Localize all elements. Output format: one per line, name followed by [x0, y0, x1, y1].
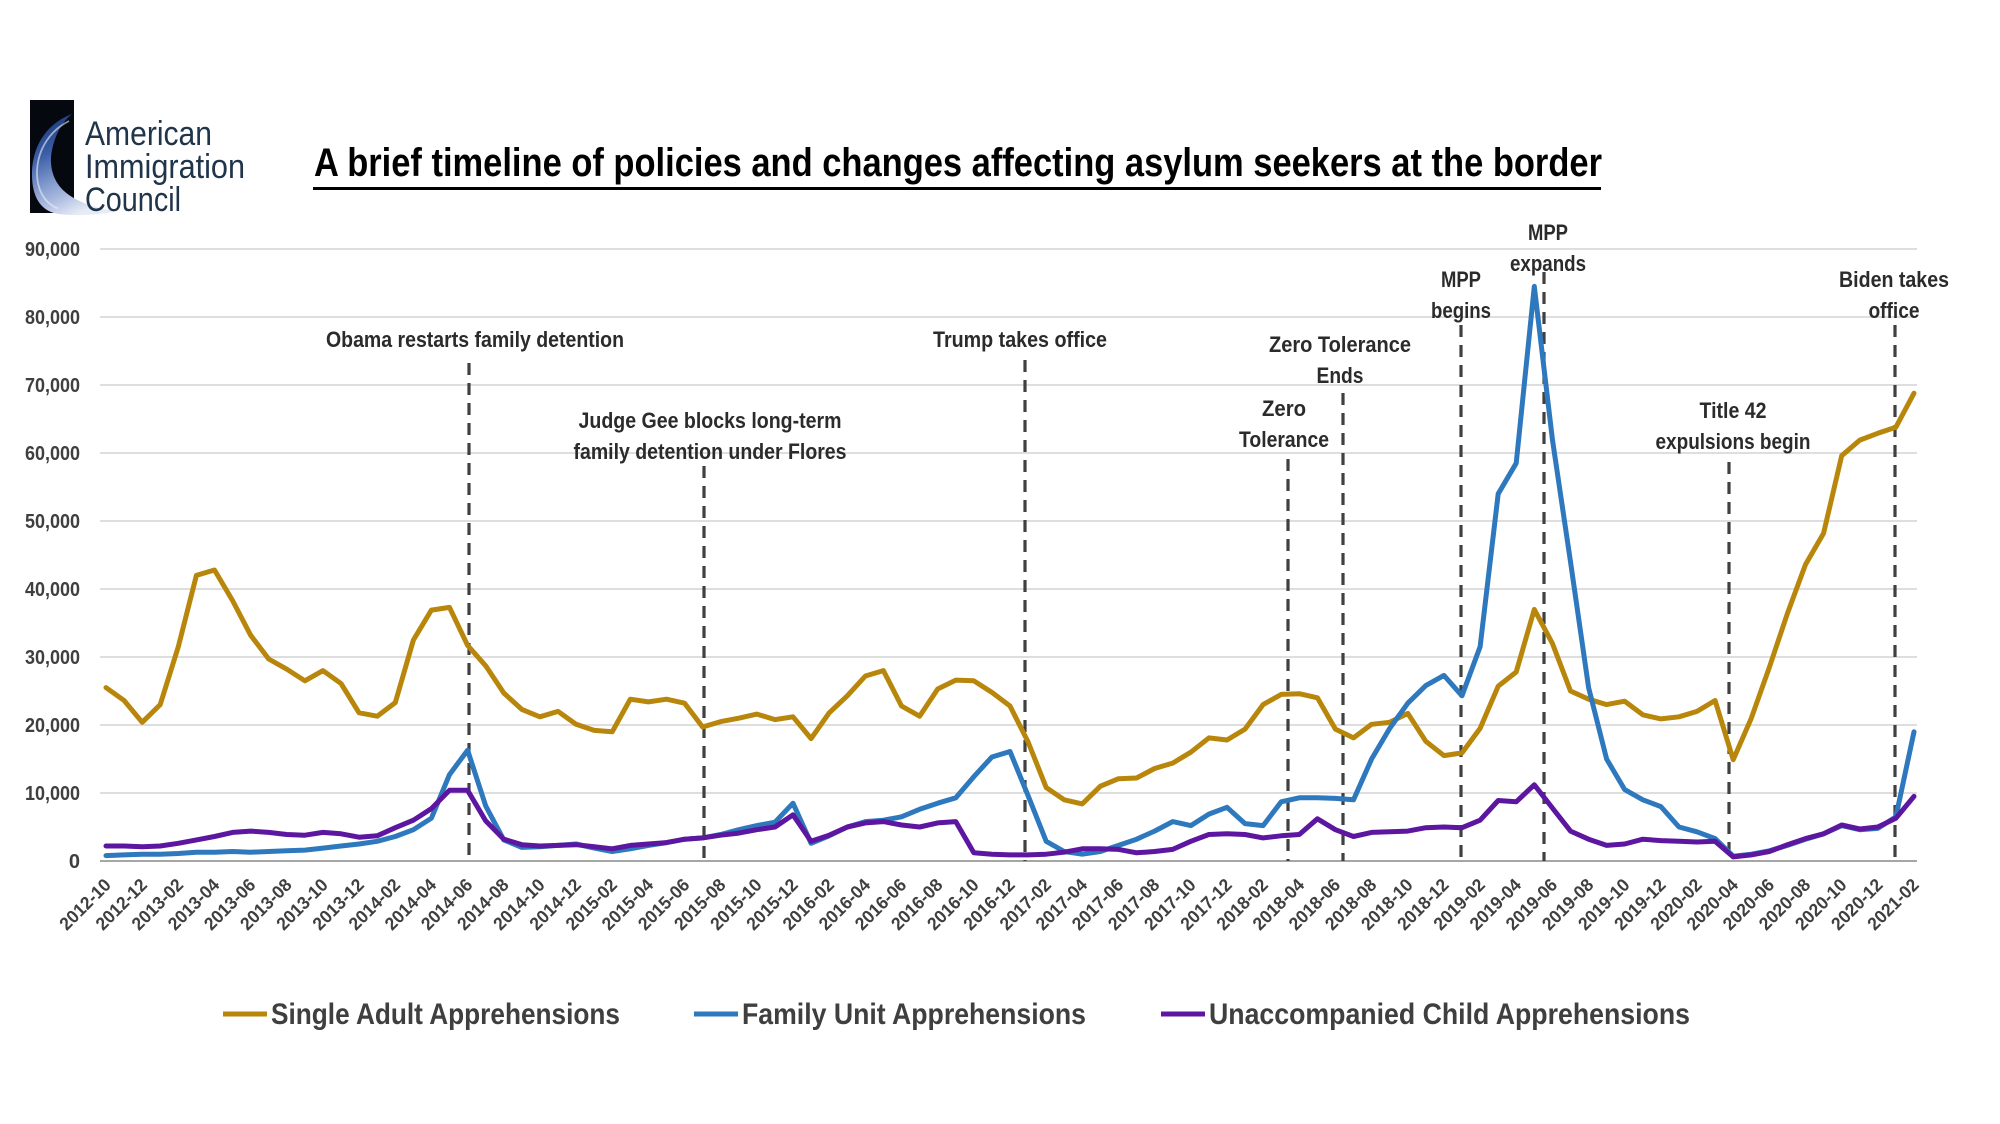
svg-text:Zero Tolerance: Zero Tolerance — [1269, 332, 1411, 357]
svg-text:MPP: MPP — [1441, 267, 1481, 292]
svg-text:60,000: 60,000 — [25, 443, 80, 465]
svg-text:90,000: 90,000 — [25, 239, 80, 261]
svg-text:expulsions begin: expulsions begin — [1656, 429, 1811, 454]
svg-text:Immigration: Immigration — [85, 148, 245, 186]
svg-text:begins: begins — [1431, 298, 1491, 323]
svg-text:Obama restarts family detentio: Obama restarts family detention — [326, 327, 624, 352]
svg-text:Tolerance: Tolerance — [1239, 427, 1329, 452]
svg-text:Title 42: Title 42 — [1700, 398, 1767, 423]
svg-text:Biden takes: Biden takes — [1839, 267, 1949, 292]
svg-text:Judge Gee blocks long-term: Judge Gee blocks long-term — [579, 408, 842, 433]
svg-text:80,000: 80,000 — [25, 307, 80, 329]
svg-text:70,000: 70,000 — [25, 375, 80, 397]
svg-text:A brief timeline of policies a: A brief timeline of policies and changes… — [314, 141, 1602, 185]
svg-text:Unaccompanied Child Apprehensi: Unaccompanied Child Apprehensions — [1209, 998, 1690, 1031]
svg-text:10,000: 10,000 — [25, 783, 80, 805]
svg-text:family detention under Flores: family detention under Flores — [574, 439, 847, 464]
svg-text:Trump takes office: Trump takes office — [933, 327, 1107, 352]
svg-text:Council: Council — [85, 181, 181, 219]
svg-text:expands: expands — [1510, 251, 1586, 276]
svg-text:50,000: 50,000 — [25, 511, 80, 533]
svg-text:0: 0 — [69, 851, 80, 873]
svg-text:Family Unit Apprehensions: Family Unit Apprehensions — [742, 998, 1086, 1031]
svg-text:American: American — [85, 115, 212, 153]
svg-text:Zero: Zero — [1262, 396, 1306, 421]
svg-text:20,000: 20,000 — [25, 715, 80, 737]
svg-text:Ends: Ends — [1317, 363, 1364, 388]
svg-text:Single Adult Apprehensions: Single Adult Apprehensions — [271, 998, 620, 1031]
svg-text:40,000: 40,000 — [25, 579, 80, 601]
svg-text:30,000: 30,000 — [25, 647, 80, 669]
svg-text:office: office — [1869, 298, 1920, 323]
svg-text:MPP: MPP — [1528, 220, 1568, 245]
